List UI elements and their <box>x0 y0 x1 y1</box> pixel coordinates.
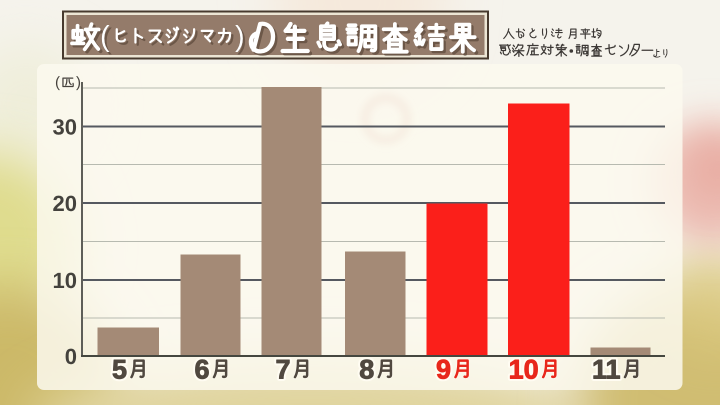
svg-text:7: 7 <box>275 355 290 385</box>
svg-text:11: 11 <box>592 355 621 385</box>
svg-text:0: 0 <box>65 344 77 369</box>
svg-text:11: 11 <box>592 355 621 385</box>
svg-text:8: 8 <box>359 355 374 385</box>
svg-text:9: 9 <box>436 355 451 385</box>
svg-text:): ) <box>76 74 81 91</box>
svg-text:20: 20 <box>53 191 77 216</box>
svg-text:10: 10 <box>509 355 539 385</box>
svg-text:6: 6 <box>194 355 209 385</box>
svg-text:8: 8 <box>359 355 374 385</box>
svg-text:5: 5 <box>112 355 127 385</box>
svg-text:10: 10 <box>53 268 77 293</box>
svg-text:7: 7 <box>275 355 290 385</box>
svg-text:30: 30 <box>53 115 77 140</box>
svg-text:5: 5 <box>112 355 127 385</box>
svg-text:10: 10 <box>509 355 539 385</box>
svg-text:(: ( <box>55 74 60 91</box>
svg-text:6: 6 <box>194 355 209 385</box>
svg-text:9: 9 <box>436 355 451 385</box>
